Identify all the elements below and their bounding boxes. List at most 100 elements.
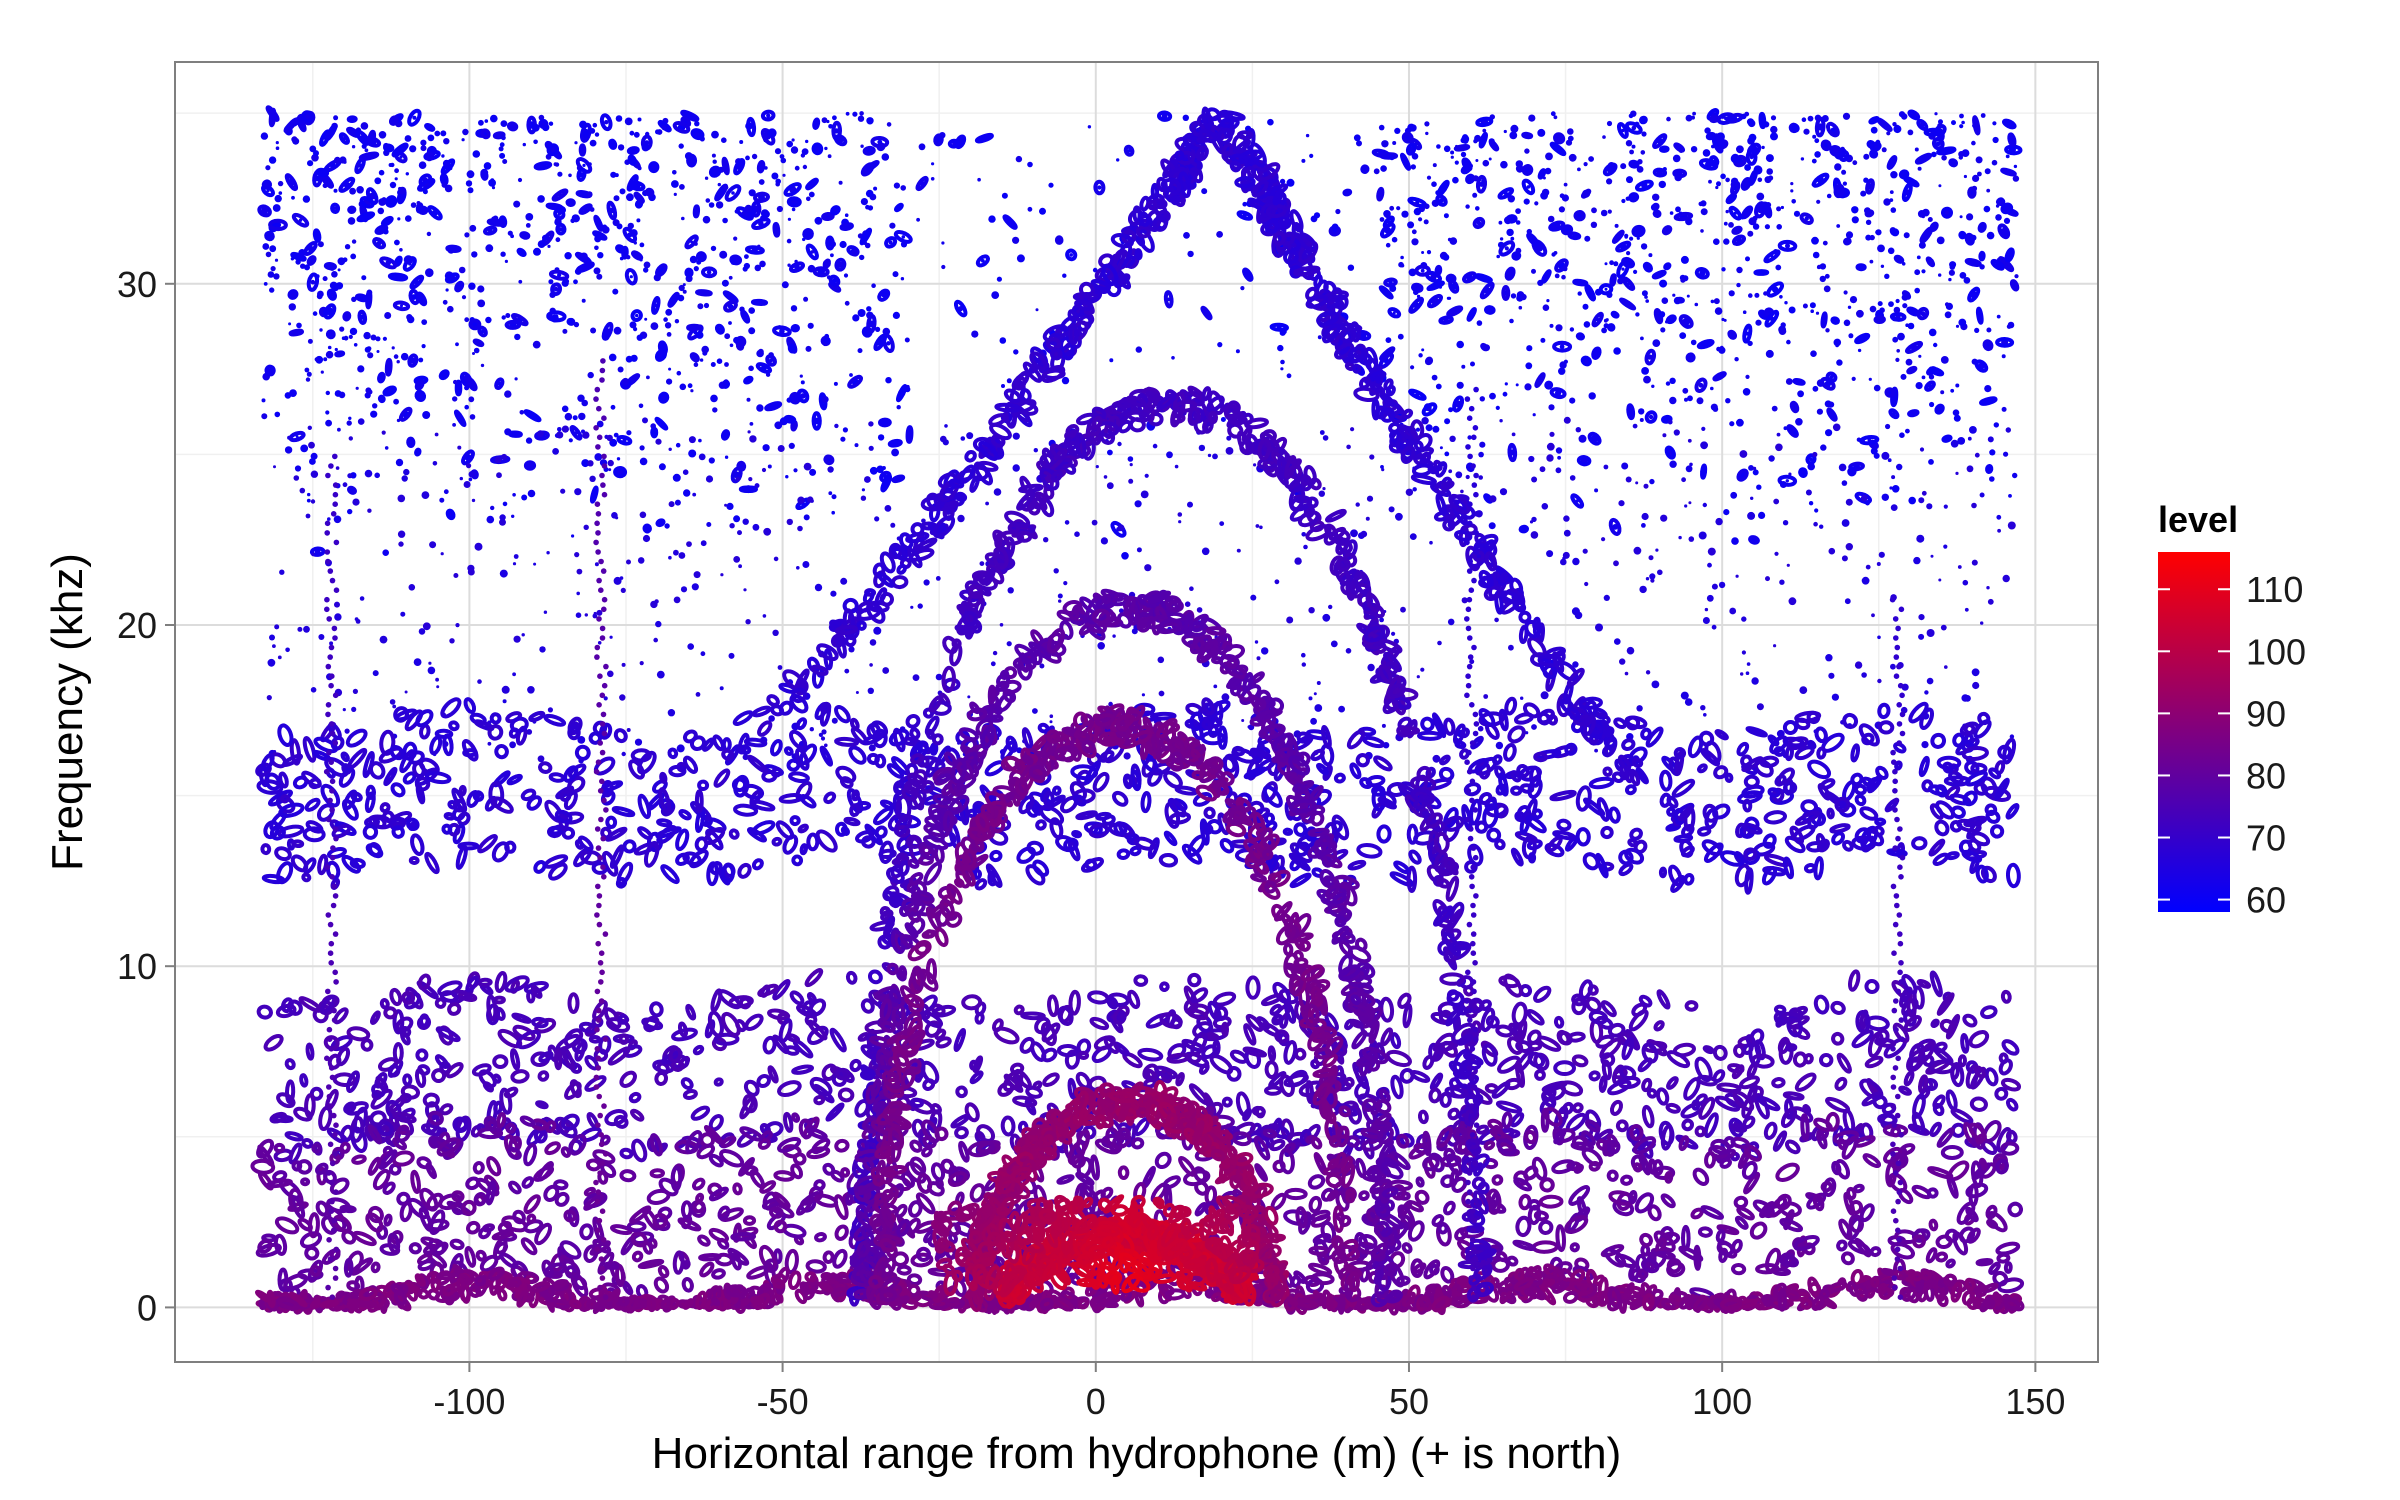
contour-blob bbox=[287, 289, 299, 300]
contour-dot bbox=[307, 425, 312, 430]
contour-dot bbox=[1863, 177, 1869, 183]
contour-dot bbox=[1515, 247, 1522, 254]
contour-dot bbox=[537, 195, 545, 203]
contour-dot bbox=[1811, 158, 1817, 164]
contour-dot bbox=[780, 157, 787, 164]
contour-dot bbox=[1761, 145, 1765, 150]
contour-dot bbox=[708, 202, 715, 208]
contour-dot bbox=[440, 552, 444, 556]
contour-dot bbox=[991, 291, 1000, 299]
contour-blob bbox=[1731, 225, 1743, 235]
contour-dot bbox=[693, 266, 699, 272]
contour-dot bbox=[613, 195, 620, 202]
contour-blob bbox=[438, 369, 450, 381]
contour-blob bbox=[261, 179, 273, 190]
contour-dot bbox=[485, 244, 494, 253]
contour-dot bbox=[1420, 667, 1425, 672]
contour-dot bbox=[333, 515, 342, 524]
contour-dot bbox=[1813, 521, 1818, 527]
contour-dot bbox=[1508, 644, 1514, 651]
contour-dot bbox=[1740, 216, 1745, 220]
contour-dot bbox=[1310, 717, 1317, 725]
contour-dot bbox=[1890, 207, 1897, 213]
contour-dot bbox=[589, 139, 597, 147]
contour-dot bbox=[1609, 260, 1614, 266]
contour-dot bbox=[2012, 472, 2018, 479]
contour-blob bbox=[380, 215, 394, 227]
contour-dot bbox=[865, 189, 874, 198]
contour-dot bbox=[1851, 376, 1856, 381]
contour-dot bbox=[490, 178, 495, 183]
contour-dot bbox=[1861, 576, 1870, 585]
contour-dot bbox=[364, 346, 371, 353]
contour-dot bbox=[416, 201, 421, 205]
contour-dot bbox=[1825, 654, 1833, 662]
contour-dot bbox=[1187, 250, 1194, 258]
contour-dot bbox=[1919, 447, 1925, 452]
contour-dot bbox=[361, 275, 367, 281]
contour-dot bbox=[1971, 140, 1976, 146]
contour-dot bbox=[594, 245, 599, 251]
contour-dot bbox=[626, 728, 631, 732]
contour-dot bbox=[1629, 236, 1634, 241]
contour-dot bbox=[604, 120, 609, 125]
contour-dot bbox=[1620, 163, 1627, 170]
contour-dot bbox=[852, 111, 858, 117]
contour-dot bbox=[1873, 384, 1881, 392]
contour-dot bbox=[2008, 494, 2012, 498]
contour-dot bbox=[468, 282, 476, 290]
contour-dot bbox=[1969, 426, 1977, 434]
contour-dot bbox=[843, 273, 849, 278]
contour-dot bbox=[1669, 396, 1677, 405]
contour-dot bbox=[786, 140, 793, 148]
contour-dot bbox=[821, 396, 829, 403]
contour-dot bbox=[787, 263, 791, 267]
contour-dot bbox=[469, 224, 477, 232]
contour-dot bbox=[1524, 148, 1530, 154]
contour-blob bbox=[1967, 286, 1981, 303]
contour-dot bbox=[539, 646, 546, 653]
contour-dot bbox=[1657, 569, 1663, 576]
contour-dot bbox=[533, 247, 541, 256]
contour-blob bbox=[555, 222, 567, 236]
contour-dot bbox=[1087, 125, 1092, 129]
contour-dot bbox=[636, 218, 641, 223]
contour-blob bbox=[379, 256, 398, 270]
contour-dot bbox=[1875, 230, 1879, 234]
contour-dot bbox=[1555, 324, 1563, 332]
contour-dot bbox=[372, 403, 378, 409]
contour-blob bbox=[578, 143, 587, 157]
contour-dot bbox=[1563, 515, 1570, 522]
contour-dot bbox=[1779, 579, 1785, 585]
contour-dot bbox=[869, 639, 877, 646]
contour-dot bbox=[733, 515, 741, 523]
contour-dot bbox=[643, 261, 651, 269]
contour-dot bbox=[1678, 535, 1682, 540]
contour-dot bbox=[719, 250, 728, 259]
contour-dot bbox=[303, 625, 310, 633]
contour-dot bbox=[851, 249, 859, 257]
contour-dot bbox=[1892, 336, 1899, 343]
contour-dot bbox=[1924, 690, 1929, 695]
contour-dot bbox=[274, 194, 282, 203]
contour-dot bbox=[1996, 514, 2002, 520]
contour-dot bbox=[1641, 512, 1649, 521]
contour-dot bbox=[557, 427, 562, 432]
contour-dot bbox=[1890, 171, 1898, 179]
contour-dot bbox=[712, 159, 717, 164]
contour-dot bbox=[412, 115, 417, 120]
contour-dot bbox=[1504, 246, 1509, 251]
contour-dot bbox=[807, 322, 814, 329]
contour-dot bbox=[1661, 297, 1669, 305]
contour-dot bbox=[334, 601, 340, 608]
contour-dot bbox=[682, 469, 689, 476]
contour-dot bbox=[355, 163, 360, 168]
contour-dot bbox=[682, 283, 686, 287]
contour-dot bbox=[1389, 285, 1397, 292]
contour-dot bbox=[1640, 150, 1646, 155]
contour-dot bbox=[609, 438, 618, 447]
contour-dot bbox=[1943, 544, 1948, 549]
contour-blob bbox=[392, 300, 411, 312]
contour-dot bbox=[1502, 391, 1508, 397]
contour-dot bbox=[1127, 456, 1134, 462]
